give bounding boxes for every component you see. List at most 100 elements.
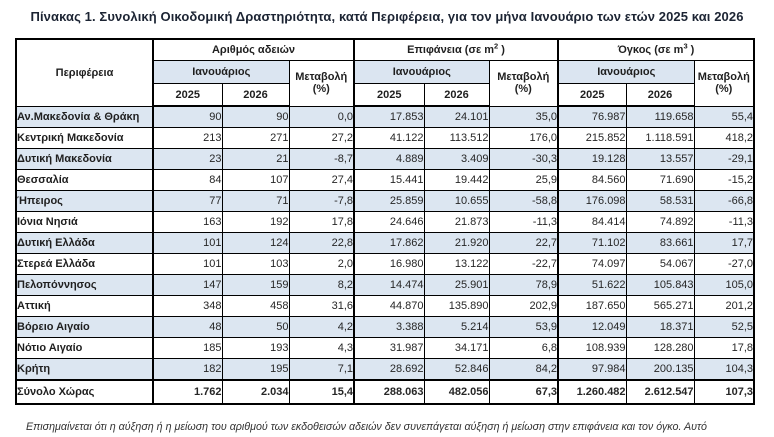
table-row: Ιόνια Νησιά 163 192 17,8 24.646 21.873 -… [15, 211, 755, 233]
table-title: Πίνακας 1. Συνολική Οικοδομική Δραστηριό… [30, 9, 744, 24]
group-label-tail: ) [498, 44, 505, 56]
value-cell: 202,9 [488, 295, 560, 317]
table-header: Περιφέρεια Αριθμός αδειών Επιφάνεια (σε … [15, 38, 755, 107]
value-cell: 17,8 [693, 337, 755, 359]
value-cell: 2,0 [288, 253, 356, 275]
value-cell: 1.118.591 [625, 127, 695, 149]
value-cell: 31,6 [288, 295, 356, 317]
value-cell: 418,2 [693, 127, 755, 149]
value-cell: 182 [152, 358, 223, 381]
col-header-year-2026: 2026 [625, 83, 695, 107]
table-row: Αττική 348 458 31,6 44.870 135.890 202,9… [15, 295, 755, 317]
value-cell: 3.388 [353, 316, 425, 338]
region-cell: Θεσσαλία [15, 169, 154, 191]
value-cell: 15,4 [288, 379, 356, 405]
value-cell: 34.171 [423, 337, 490, 359]
value-cell: 4,3 [288, 337, 356, 359]
value-cell: 55,4 [693, 105, 755, 128]
value-cell: 135.890 [423, 295, 490, 317]
value-cell: 76.987 [557, 105, 627, 128]
col-header-year-2025: 2025 [353, 83, 425, 107]
value-cell: 458 [221, 295, 290, 317]
value-cell: 147 [152, 274, 223, 296]
value-cell: -66,8 [693, 190, 755, 212]
region-cell: Ήπειρος [15, 190, 154, 212]
value-cell: 19.128 [557, 148, 627, 170]
table-row: Δυτική Ελλάδα 101 124 22,8 17.862 21.920… [15, 232, 755, 254]
header-year-row: 2025 2026 2025 2026 2025 2026 [16, 83, 754, 107]
table-row: Αν.Μακεδονία & Θράκη 90 90 0,0 17.853 24… [15, 105, 755, 128]
table-row: Πελοπόννησος 147 159 8,2 14.474 25.901 7… [15, 274, 755, 296]
col-header-year-2025: 2025 [557, 83, 627, 107]
value-cell: 113.512 [423, 127, 490, 149]
building-activity-table: Περιφέρεια Αριθμός αδειών Επιφάνεια (σε … [15, 38, 756, 405]
value-cell: 90 [221, 105, 290, 128]
col-header-month-surface: Ιανουάριος [353, 60, 490, 84]
value-cell: 15.441 [353, 169, 425, 191]
region-cell: Πελοπόννησος [15, 274, 154, 296]
value-cell: 1.762 [152, 379, 223, 405]
group-label: Όγκος (σε m [617, 44, 684, 56]
value-cell: 71 [221, 190, 290, 212]
value-cell: 67,3 [488, 379, 560, 405]
page: Πίνακας 1. Συνολική Οικοδομική Δραστηριό… [0, 9, 774, 437]
col-group-permits: Αριθμός αδειών [152, 38, 356, 61]
value-cell: 4.889 [353, 148, 425, 170]
value-cell: -7,8 [288, 190, 356, 212]
value-cell: -15,2 [693, 169, 755, 191]
value-cell: 17,8 [288, 211, 356, 233]
value-cell: 17.862 [353, 232, 425, 254]
value-cell: 52.846 [423, 358, 490, 381]
group-label: Επιφάνεια (σε m [407, 44, 495, 56]
value-cell: 24.101 [423, 105, 490, 128]
value-cell: 50 [221, 316, 290, 338]
value-cell: 21 [221, 148, 290, 170]
value-cell: 24.646 [353, 211, 425, 233]
unit-superscript: 2 [494, 41, 499, 51]
value-cell: 17,7 [693, 232, 755, 254]
col-header-year-2026: 2026 [221, 83, 290, 107]
value-cell: 176,0 [488, 127, 560, 149]
table-body: Αν.Μακεδονία & Θράκη 90 90 0,0 17.853 24… [15, 105, 755, 405]
value-cell: 1.260.482 [557, 379, 627, 405]
value-cell: 41.122 [353, 127, 425, 149]
value-cell: 21.873 [423, 211, 490, 233]
value-cell: 13.557 [625, 148, 695, 170]
total-row: Σύνολο Χώρας 1.762 2.034 15,4 288.063 48… [15, 379, 755, 405]
value-cell: 107,3 [693, 379, 755, 405]
value-cell: 44.870 [353, 295, 425, 317]
col-header-year-2025: 2025 [152, 83, 223, 107]
value-cell: 13.122 [423, 253, 490, 275]
value-cell: 25.901 [423, 274, 490, 296]
change-unit: (%) [312, 83, 330, 96]
value-cell: 271 [221, 127, 290, 149]
value-cell: 104,3 [693, 358, 755, 381]
region-cell: Δυτική Μακεδονία [15, 148, 154, 170]
col-header-change-permits: Μεταβολή (%) [288, 60, 356, 107]
value-cell: 25.859 [353, 190, 425, 212]
value-cell: 10.655 [423, 190, 490, 212]
col-header-change-surface: Μεταβολή (%) [488, 60, 560, 107]
region-cell: Νότιο Αιγαίο [15, 337, 154, 359]
value-cell: 17.853 [353, 105, 425, 128]
footnote: Επισημαίνεται ότι η αύξηση ή η μείωση το… [26, 421, 707, 433]
region-cell: Κρήτη [15, 358, 154, 381]
value-cell: 3.409 [423, 148, 490, 170]
value-cell: 187.650 [557, 295, 627, 317]
col-group-volume: Όγκος (σε m3 ) [557, 38, 755, 61]
value-cell: 565.271 [625, 295, 695, 317]
region-cell: Σύνολο Χώρας [15, 379, 154, 405]
table-row: Κρήτη 182 195 7,1 28.692 52.846 84,2 97.… [15, 358, 755, 381]
value-cell: 176.098 [557, 190, 627, 212]
table-row: Στερεά Ελλάδα 101 103 2,0 16.980 13.122 … [15, 253, 755, 275]
value-cell: 77 [152, 190, 223, 212]
value-cell: 71.690 [625, 169, 695, 191]
value-cell: 201,2 [693, 295, 755, 317]
value-cell: 5.214 [423, 316, 490, 338]
value-cell: 12.049 [557, 316, 627, 338]
region-cell: Αττική [15, 295, 154, 317]
value-cell: -29,1 [693, 148, 755, 170]
value-cell: 192 [221, 211, 290, 233]
value-cell: 19.442 [423, 169, 490, 191]
region-cell: Βόρειο Αιγαίο [15, 316, 154, 338]
